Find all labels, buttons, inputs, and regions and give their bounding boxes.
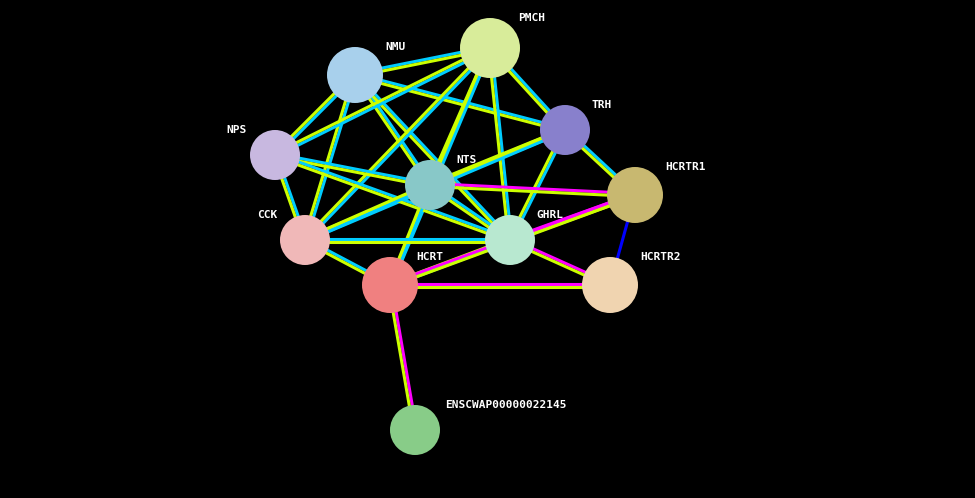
Text: NTS: NTS (456, 155, 476, 165)
Circle shape (607, 167, 663, 223)
Text: HCRTR1: HCRTR1 (665, 162, 706, 172)
Circle shape (405, 160, 455, 210)
Circle shape (460, 18, 520, 78)
Circle shape (250, 130, 300, 180)
Circle shape (327, 47, 383, 103)
Circle shape (390, 405, 440, 455)
Circle shape (540, 105, 590, 155)
Text: NMU: NMU (385, 42, 406, 52)
Circle shape (280, 215, 330, 265)
Text: TRH: TRH (591, 100, 611, 110)
Text: NPS: NPS (227, 125, 247, 135)
Circle shape (362, 257, 418, 313)
Text: CCK: CCK (256, 210, 277, 220)
Text: ENSCWAP00000022145: ENSCWAP00000022145 (445, 400, 566, 410)
Circle shape (485, 215, 535, 265)
Circle shape (582, 257, 638, 313)
Text: PMCH: PMCH (518, 13, 545, 23)
Text: HCRTR2: HCRTR2 (640, 252, 681, 262)
Text: HCRT: HCRT (416, 252, 443, 262)
Text: GHRL: GHRL (536, 210, 563, 220)
